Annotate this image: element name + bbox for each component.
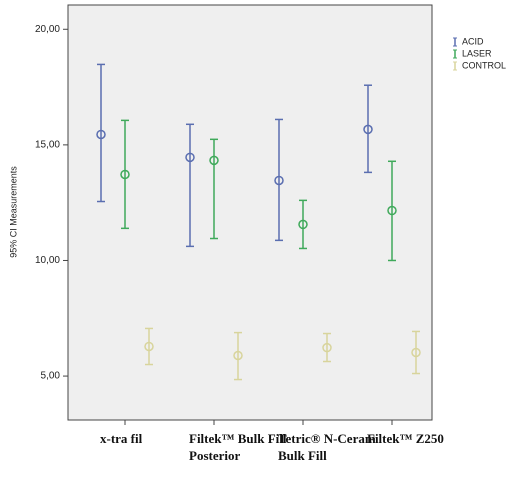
mean-marker [363,124,373,135]
plot-area [67,4,433,421]
mean-marker [144,341,154,352]
x-tick-label: x-tra fil [100,431,143,446]
mean-marker [322,342,332,353]
mean-marker [387,205,397,216]
x-tick-label: Filtek™ Bulk Fill Posterior [189,431,287,463]
x-tick-label: Tetric® N-Ceram Bulk Fill [278,431,376,463]
y-tick-label: 20,00 [35,24,60,35]
mean-marker [185,152,195,163]
legend-label: ACID [462,36,484,46]
mean-marker [96,129,106,140]
mean-marker [120,169,130,180]
mean-marker [298,219,308,230]
x-tick-label: Filtek™ Z250 [367,431,444,446]
mean-marker [209,155,219,166]
legend-label: CONTROL [462,60,506,70]
y-tick-label: 5,00 [41,371,61,382]
mean-marker [274,175,284,186]
y-tick-label: 15,00 [35,140,60,151]
y-tick-label: 10,00 [35,255,60,266]
y-axis-label: 95% CI Measurements [8,166,18,258]
mean-marker [233,350,243,361]
mean-marker [411,347,421,358]
legend-label: LASER [462,48,492,58]
